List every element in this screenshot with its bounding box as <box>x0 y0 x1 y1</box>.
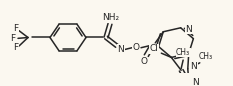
Text: F: F <box>10 34 16 43</box>
Text: CH₃: CH₃ <box>176 48 190 57</box>
Text: N: N <box>190 62 197 71</box>
Text: F: F <box>14 25 19 33</box>
Text: O: O <box>141 57 148 66</box>
Text: O: O <box>133 43 140 52</box>
Text: F: F <box>14 43 19 52</box>
Text: N: N <box>192 78 199 86</box>
Text: N: N <box>118 45 124 54</box>
Text: Cl: Cl <box>150 44 159 53</box>
Text: CH₃: CH₃ <box>199 52 213 61</box>
Text: NH₂: NH₂ <box>103 13 120 22</box>
Text: N: N <box>185 25 192 34</box>
